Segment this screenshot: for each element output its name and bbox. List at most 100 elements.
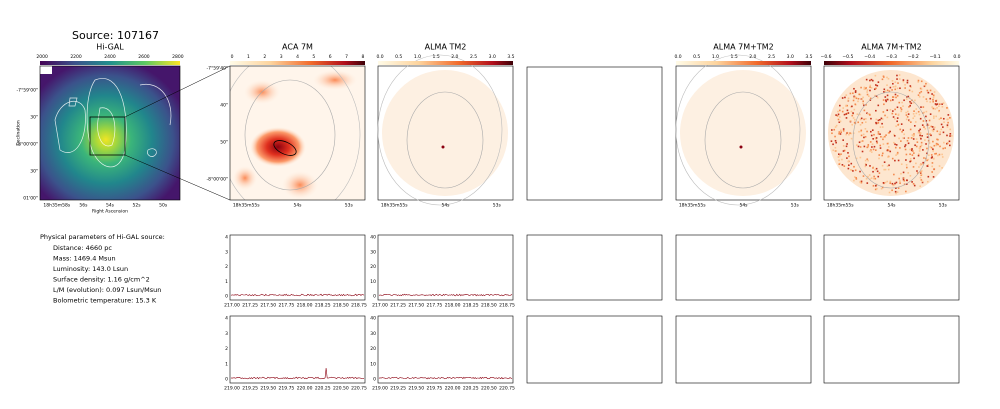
speckle bbox=[929, 101, 932, 103]
speckle bbox=[916, 170, 918, 172]
speckle bbox=[915, 108, 918, 110]
speckle bbox=[845, 105, 847, 107]
speckle bbox=[879, 126, 882, 128]
speckle bbox=[913, 184, 916, 187]
speckle bbox=[837, 113, 840, 116]
speckle bbox=[920, 88, 923, 90]
speckle bbox=[846, 143, 848, 145]
speckle bbox=[881, 78, 884, 81]
speckle bbox=[834, 135, 836, 138]
spectrum-frame bbox=[229, 234, 366, 301]
param-line: Distance: 4660 pc bbox=[53, 244, 112, 252]
empty-panel bbox=[526, 234, 663, 301]
speckle bbox=[848, 133, 850, 136]
y-tick-label: 3 bbox=[225, 331, 228, 337]
speckle bbox=[875, 87, 877, 90]
speckle bbox=[886, 94, 889, 97]
speckle bbox=[854, 118, 856, 121]
speckle bbox=[942, 131, 945, 134]
speckle bbox=[861, 140, 864, 142]
speckle bbox=[919, 87, 922, 90]
speckle bbox=[875, 121, 877, 124]
y-tick-label: 30" bbox=[30, 115, 38, 121]
speckle bbox=[900, 172, 902, 175]
speckle bbox=[938, 110, 940, 113]
speckle bbox=[902, 129, 905, 132]
spectrum-noise bbox=[378, 293, 513, 297]
speckle bbox=[870, 177, 873, 179]
speckle bbox=[905, 118, 908, 121]
speckle bbox=[906, 79, 909, 82]
speckle bbox=[859, 181, 862, 184]
x-tick-label: 219.00 bbox=[372, 386, 388, 392]
speckle bbox=[863, 88, 866, 90]
speckle bbox=[896, 74, 898, 77]
speckle bbox=[870, 130, 872, 133]
colorbar-tick: 0.5 bbox=[395, 54, 402, 60]
speckle bbox=[863, 136, 865, 139]
speckle bbox=[852, 99, 855, 102]
speckle bbox=[865, 118, 867, 120]
speckle bbox=[873, 175, 875, 178]
y-tick-label: 40 bbox=[370, 235, 376, 241]
speckle bbox=[841, 158, 843, 161]
speckle bbox=[868, 95, 870, 98]
speckle bbox=[920, 80, 923, 83]
speckle bbox=[917, 153, 920, 156]
speckle bbox=[926, 165, 929, 167]
x-tick-label: 219.50 bbox=[260, 386, 276, 392]
speckle bbox=[899, 182, 901, 184]
speckle bbox=[896, 95, 899, 97]
speckle bbox=[922, 149, 924, 151]
speckle bbox=[840, 129, 842, 132]
speckle bbox=[899, 180, 901, 182]
speckle bbox=[942, 117, 945, 120]
y-tick-label: 30" bbox=[30, 169, 38, 175]
speckle bbox=[938, 105, 940, 107]
speckle bbox=[863, 109, 866, 112]
speckle bbox=[908, 120, 911, 122]
speckle bbox=[882, 75, 885, 78]
speckle bbox=[907, 172, 910, 174]
speckle bbox=[933, 117, 935, 119]
speckle bbox=[929, 97, 932, 100]
x-tick-label: 217.25 bbox=[390, 303, 406, 309]
speckle bbox=[865, 164, 867, 166]
x-tick-label: 54s bbox=[739, 203, 748, 209]
speckle bbox=[845, 113, 848, 115]
speckle bbox=[872, 148, 875, 151]
speckle bbox=[876, 96, 879, 99]
speckle bbox=[932, 96, 935, 99]
colorbar bbox=[40, 61, 180, 65]
speckle bbox=[920, 170, 923, 172]
speckle bbox=[895, 187, 897, 189]
speckle bbox=[917, 94, 920, 96]
speckle bbox=[918, 113, 921, 116]
x-tick-label: 220.25 bbox=[315, 386, 331, 392]
speckle bbox=[865, 104, 867, 106]
speckle bbox=[906, 96, 908, 98]
speckle bbox=[920, 144, 923, 147]
speckle bbox=[924, 127, 927, 130]
speckles bbox=[830, 74, 953, 195]
x-tick-label: 54s bbox=[106, 203, 115, 209]
speckle bbox=[912, 166, 915, 168]
speckle bbox=[860, 129, 863, 132]
speckle bbox=[917, 154, 920, 157]
speckle bbox=[841, 110, 844, 113]
speckle bbox=[892, 85, 895, 88]
y-tick-label: 4 bbox=[225, 316, 228, 322]
x-tick-label: 18h35m55s bbox=[827, 203, 854, 209]
speckle bbox=[869, 165, 871, 167]
speckle bbox=[918, 92, 921, 94]
x-tick-label: 220.50 bbox=[333, 386, 349, 392]
speckle bbox=[910, 121, 912, 123]
speckle bbox=[863, 118, 865, 121]
speckle bbox=[939, 145, 941, 148]
speckle bbox=[933, 144, 936, 147]
speckle bbox=[850, 105, 852, 108]
speckle bbox=[837, 156, 840, 158]
speckle bbox=[846, 104, 849, 107]
colorbar-tick: 2.0 bbox=[451, 54, 458, 60]
x-tick-label: 217.75 bbox=[279, 303, 295, 309]
